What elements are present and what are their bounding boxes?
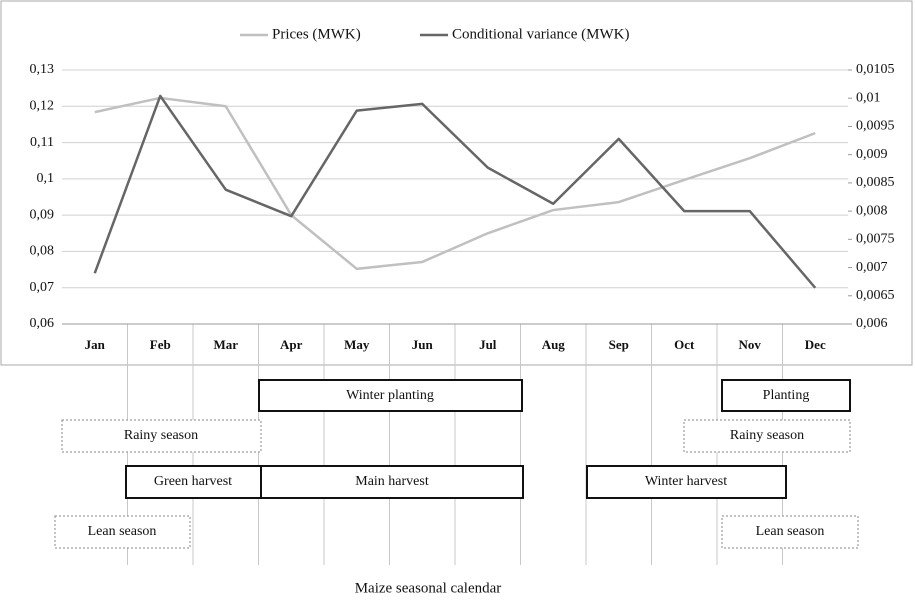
calendar-label: Green harvest (154, 474, 232, 489)
calendar-bar (721, 379, 851, 412)
y-tick-label: 0,11 (30, 135, 54, 150)
series-line (94, 96, 816, 271)
calendar-label: Rainy season (124, 428, 198, 443)
calendar-bar (54, 515, 191, 549)
y-tick-label: 0,13 (30, 62, 55, 77)
calendar-bar (683, 419, 851, 453)
x-tick-label: Jun (412, 337, 434, 352)
y-tick-label: 0,09 (30, 207, 55, 222)
calendar-dividers (127, 324, 783, 565)
y-tick-label: 0,06 (30, 316, 55, 331)
calendar-bar (586, 465, 787, 499)
x-tick-label: Jan (85, 337, 106, 352)
legend-label: Conditional variance (MWK) (452, 26, 629, 42)
x-tick-label: Dec (805, 337, 826, 352)
x-tick-label: Mar (213, 337, 238, 352)
y2-tick-label: 0,0095 (856, 119, 895, 134)
y2-tick-label: 0,0075 (856, 232, 895, 247)
calendar-bar (260, 465, 524, 499)
x-tick-label: Feb (150, 337, 171, 352)
calendar-label: Main harvest (355, 474, 429, 489)
y2-tick-label: 0,01 (856, 90, 881, 105)
y2-tick-label: 0,0065 (856, 288, 895, 303)
calendar-label: Planting (763, 388, 810, 403)
y2-tick-label: 0,0085 (856, 175, 895, 190)
calendar-bar (258, 379, 523, 412)
y2-tick-label: 0,008 (856, 203, 888, 218)
series-line (93, 94, 817, 289)
calendar-bar (721, 515, 859, 549)
calendar-label: Lean season (756, 524, 825, 539)
x-tick-label: Nov (739, 337, 762, 352)
x-tick-label: Jul (479, 337, 497, 352)
x-tick-label: Aug (542, 337, 566, 352)
chart-frame (0, 0, 913, 366)
y-tick-label: 0,07 (30, 280, 55, 295)
calendar-label: Lean season (88, 524, 157, 539)
calendar-label: Winter harvest (645, 474, 727, 489)
y-tick-label: 0,1 (37, 171, 55, 186)
legend-label: Prices (MWK) (272, 26, 361, 42)
x-tick-label: Apr (280, 337, 303, 352)
calendar-label: Winter planting (346, 388, 434, 403)
calendar-title: Maize seasonal calendar (355, 580, 502, 596)
y-tick-label: 0,12 (30, 99, 55, 114)
x-tick-label: Oct (674, 337, 695, 352)
y2-tick-label: 0,0105 (856, 62, 895, 77)
calendar-label: Rainy season (730, 428, 804, 443)
calendar-bar (61, 419, 262, 453)
y2-tick-label: 0,009 (856, 147, 888, 162)
x-tick-label: Sep (609, 337, 629, 352)
y-tick-label: 0,08 (30, 244, 55, 259)
y2-tick-label: 0,007 (856, 260, 888, 275)
x-tick-label: May (344, 337, 370, 352)
y2-tick-label: 0,006 (856, 316, 888, 331)
